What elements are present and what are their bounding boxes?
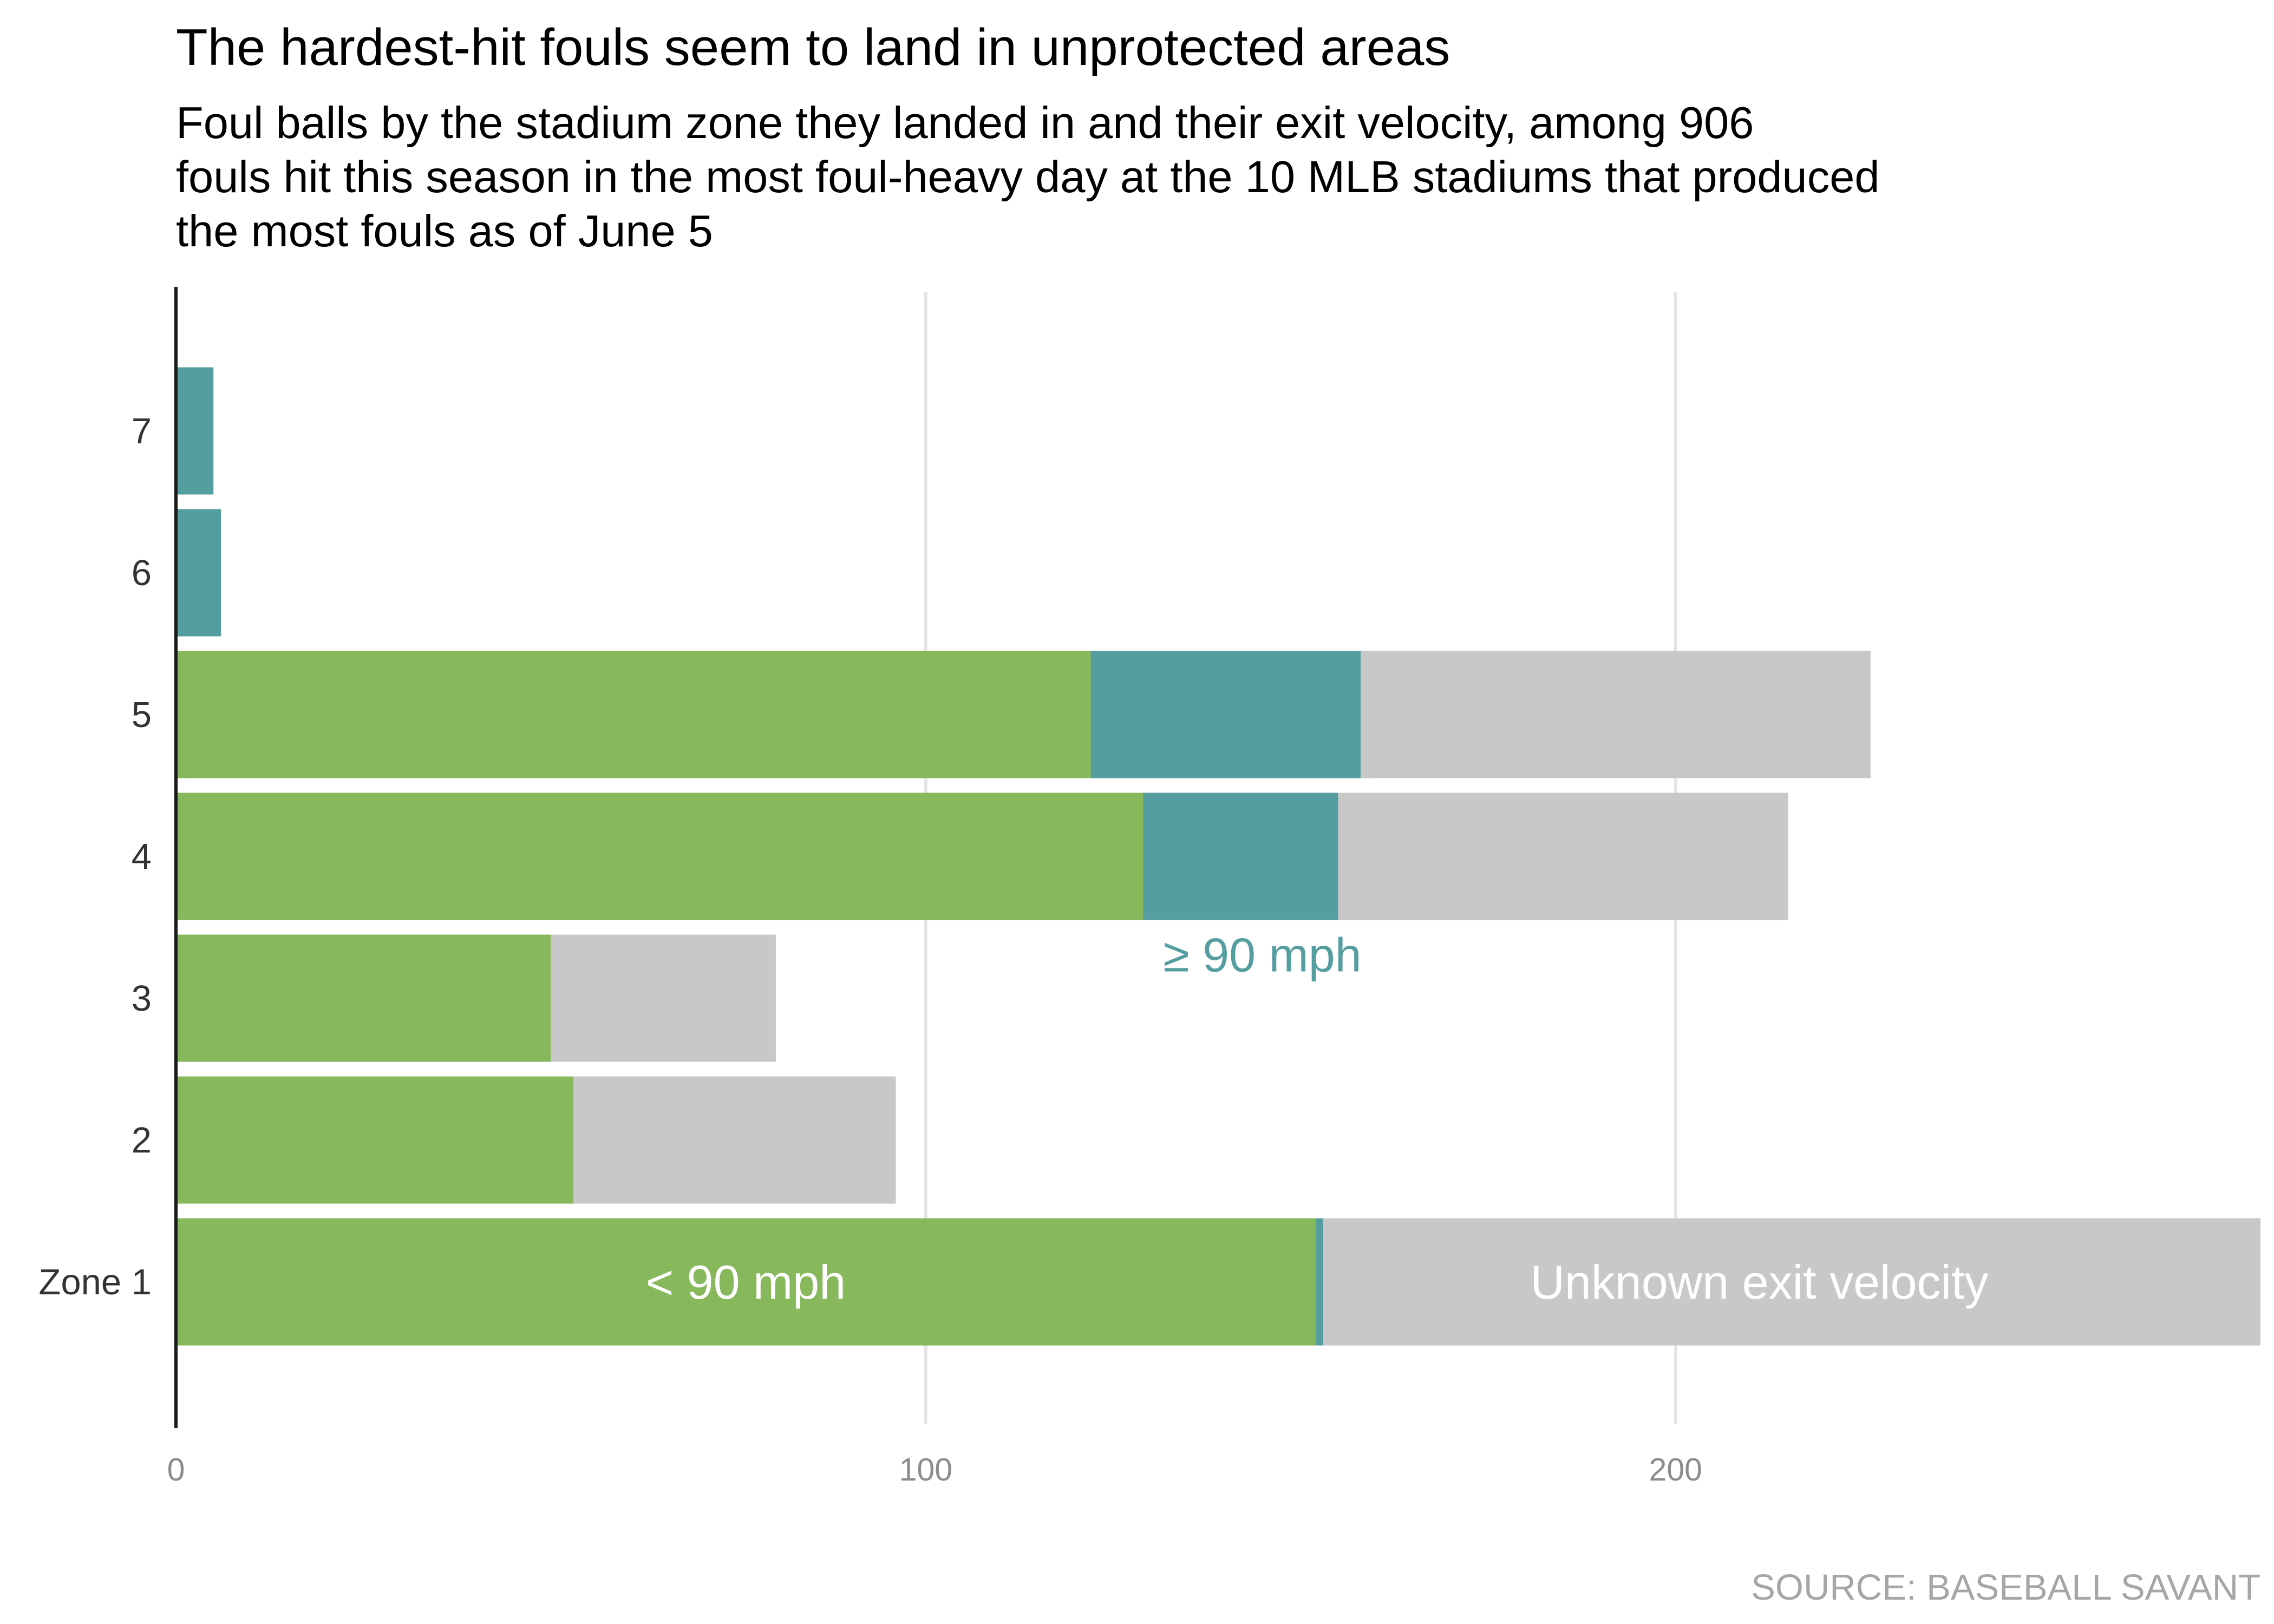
x-axis-tick-labels: 0 100 200 (167, 1452, 1702, 1488)
bar-5-90-mph (176, 651, 1091, 778)
series-label-unknown: Unknown exit velocity (1530, 1255, 1988, 1309)
y-tick-label-7: 7 (132, 411, 152, 451)
x-tick-label-100: 100 (899, 1452, 952, 1488)
y-tick-label-2: 2 (132, 1120, 152, 1161)
bar-4-unknown-exit-velocity (1338, 793, 1788, 920)
bars (176, 367, 2260, 1346)
bar-5-unknown-exit-velocity (1361, 651, 1871, 778)
bar-4-90-mph (1143, 793, 1338, 920)
x-tick-label-0: 0 (167, 1452, 185, 1488)
bar-6-90-mph (176, 509, 221, 637)
y-tick-label-4: 4 (132, 836, 152, 877)
y-axis-tick-labels: Zone 1 2 3 4 5 6 7 (38, 411, 152, 1302)
bar-2-unknown-exit-velocity (573, 1076, 896, 1204)
bar-3-unknown-exit-velocity (551, 934, 776, 1062)
bar-3-90-mph (176, 934, 551, 1062)
y-tick-label-6: 6 (132, 553, 152, 593)
series-label-under-90: < 90 mph (646, 1255, 846, 1309)
bar-5-90-mph (1090, 651, 1361, 778)
y-tick-label-5: 5 (132, 695, 152, 735)
chart-subtitle-line-2: fouls hit this season in the most foul-h… (176, 152, 1880, 202)
x-tick-label-200: 200 (1649, 1452, 1702, 1488)
bar-4-90-mph (176, 793, 1143, 920)
y-tick-label-zone-1: Zone 1 (38, 1262, 152, 1302)
bar-zone-1-90-mph (176, 1218, 1316, 1346)
series-labels: < 90 mph ≥ 90 mph Unknown exit velocity (646, 928, 1989, 1309)
y-tick-label-3: 3 (132, 978, 152, 1019)
bar-zone-1-unknown-exit-velocity (1323, 1218, 2260, 1346)
bar-2-90-mph (176, 1076, 573, 1204)
source-note: SOURCE: BASEBALL SAVANT (1751, 1567, 2260, 1608)
bar-7-90-mph (176, 367, 214, 495)
bar-zone-1-90-mph (1316, 1218, 1323, 1346)
chart-subtitle-line-3: the most fouls as of June 5 (176, 206, 713, 256)
series-label-90-plus: ≥ 90 mph (1163, 928, 1361, 982)
chart-title: The hardest-hit fouls seem to land in un… (176, 18, 1450, 76)
chart-subtitle-line-1: Foul balls by the stadium zone they land… (176, 97, 1754, 148)
